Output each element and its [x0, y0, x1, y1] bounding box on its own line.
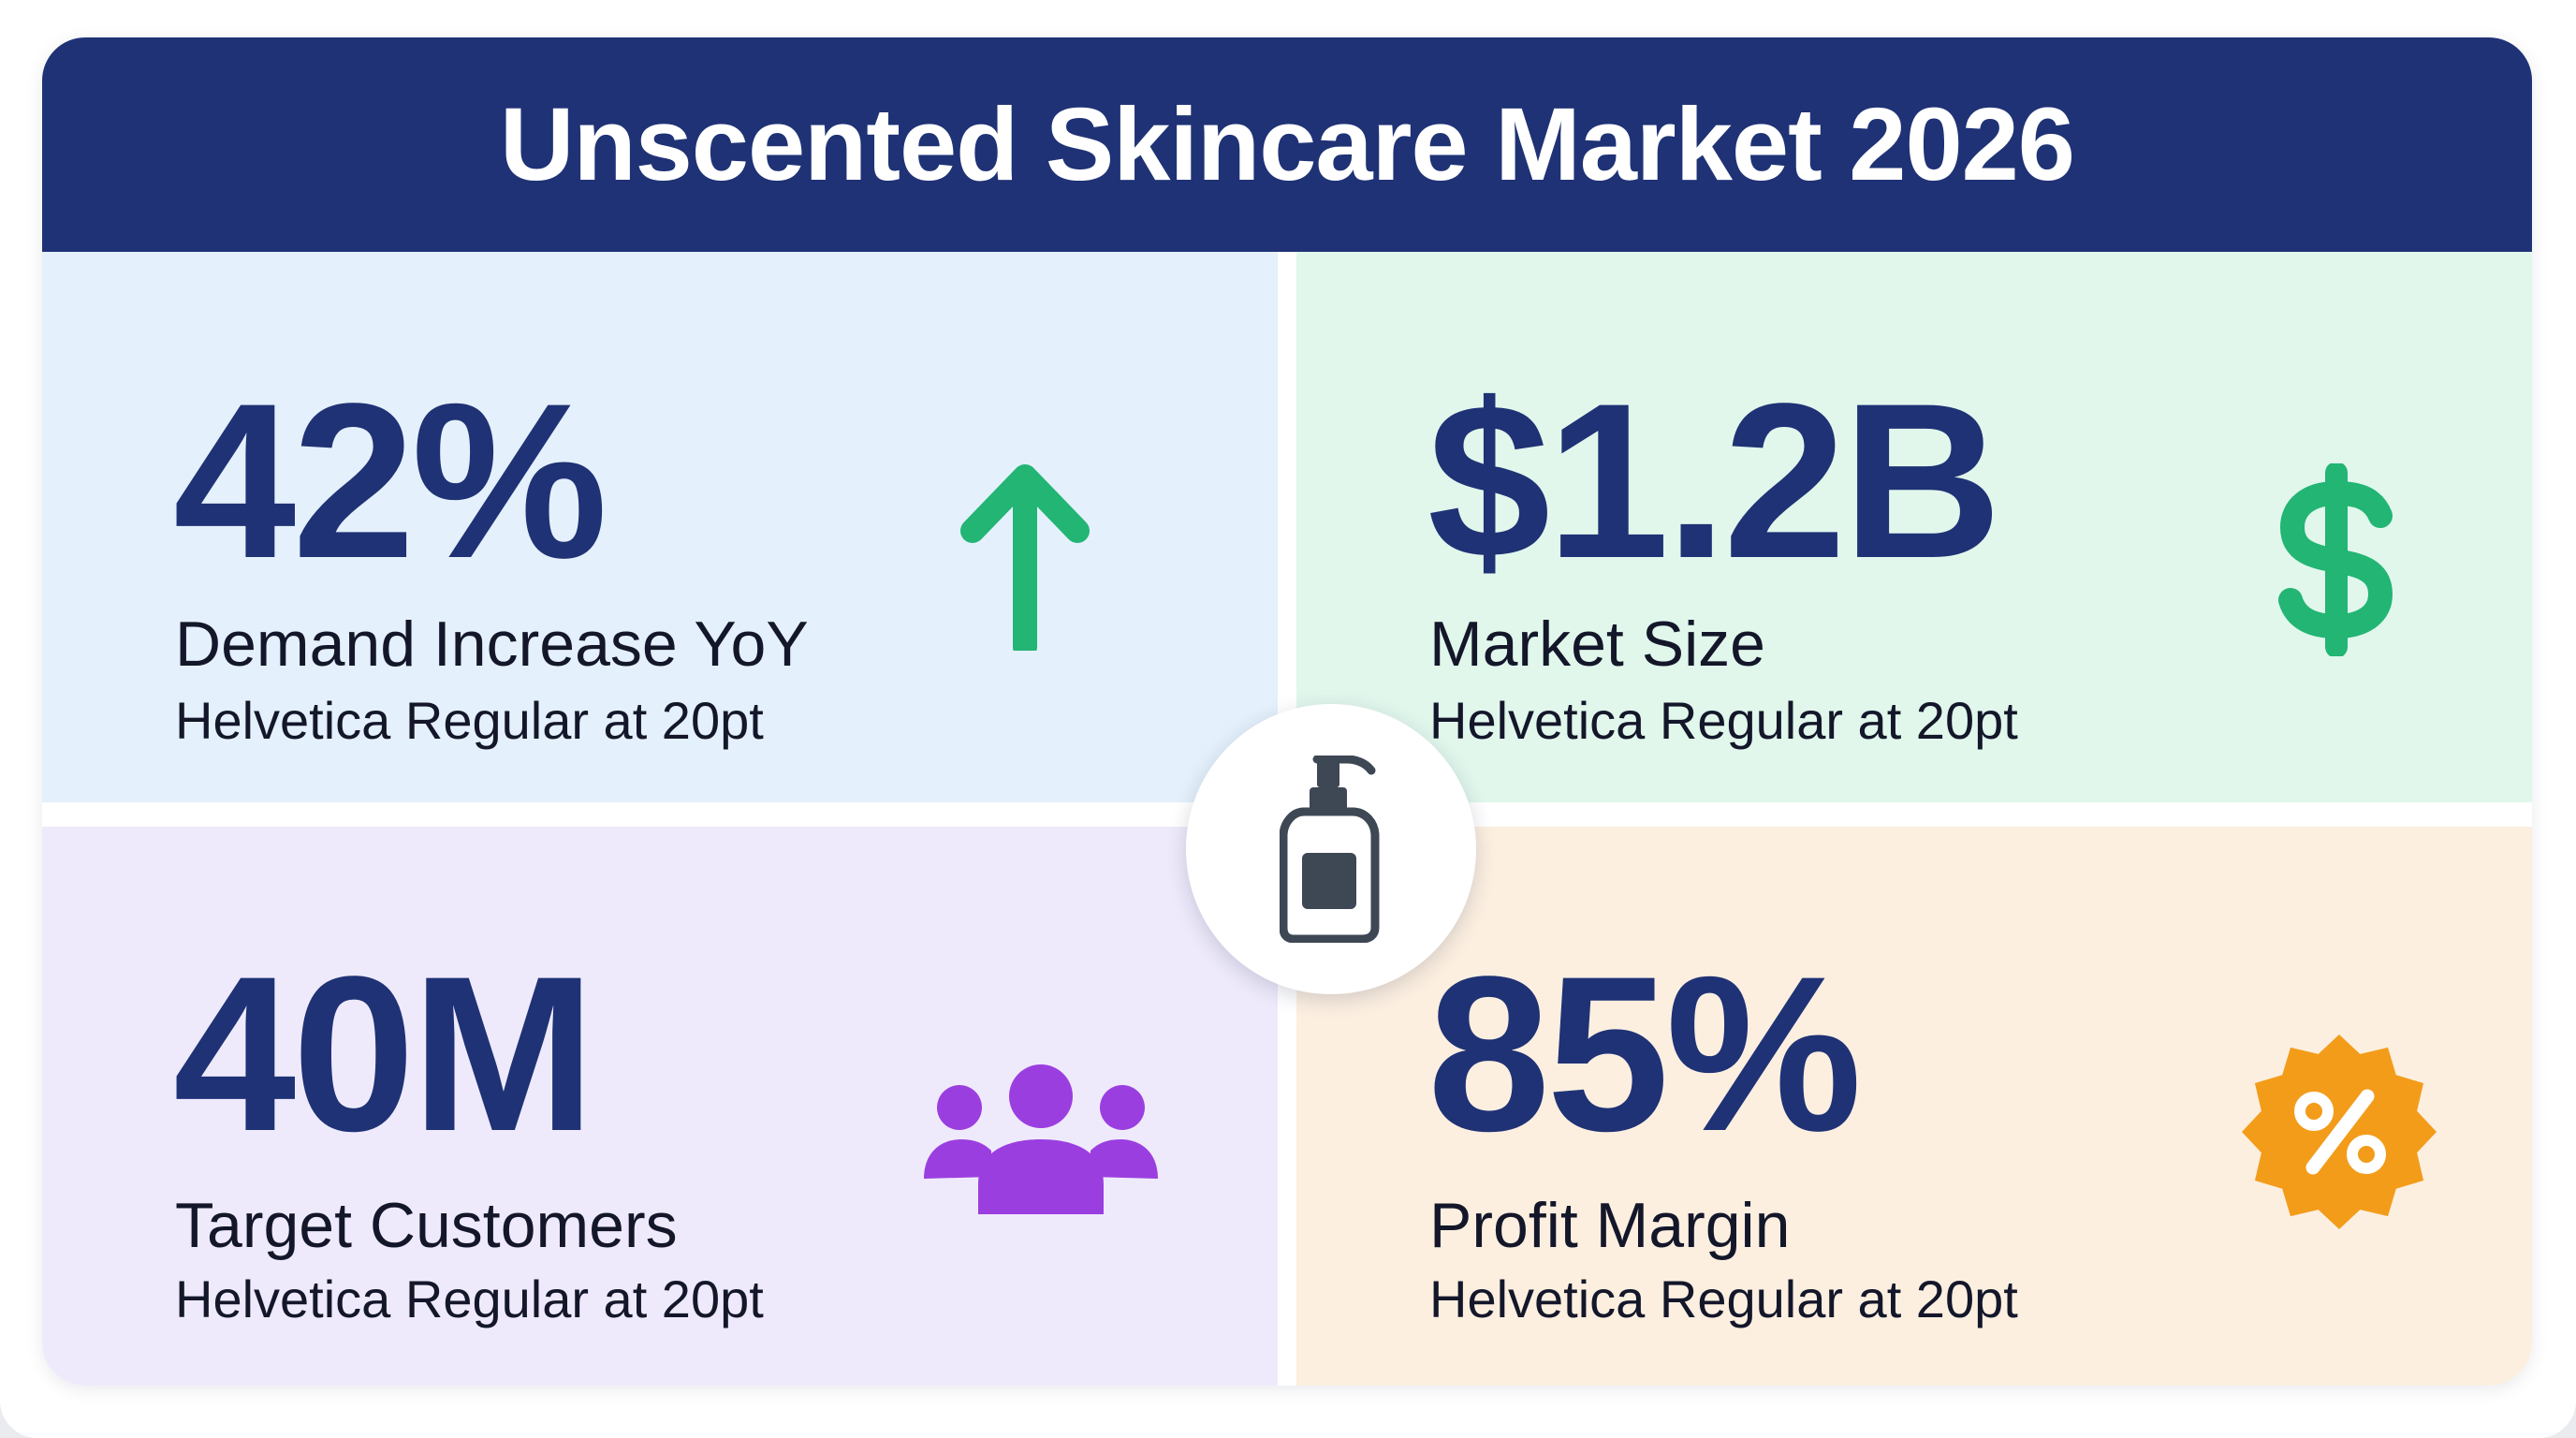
metric-card-target-customers: 40M Target Customers Helvetica Regular a…	[42, 827, 1278, 1386]
metric-value: 85%	[1427, 931, 1862, 1178]
arrow-up-icon	[960, 464, 1090, 651]
metric-value: $1.2B	[1427, 358, 2002, 605]
metric-card-profit-margin: 85% Profit Margin Helvetica Regular at 2…	[1296, 827, 2532, 1386]
lotion-pump-bottle-icon	[1280, 756, 1380, 943]
metric-card-market-size: $1.2B Market Size Helvetica Regular at 2…	[1296, 252, 2532, 802]
infographic-panel: Unscented Skincare Market 2026 42% Deman…	[42, 37, 2532, 1386]
metric-label: Profit Margin	[1429, 1190, 1791, 1261]
metric-label: Market Size	[1429, 609, 1765, 680]
center-product-badge	[1186, 704, 1476, 994]
metric-value: 40M	[173, 931, 595, 1178]
metric-label: Target Customers	[175, 1190, 678, 1261]
page-title: Unscented Skincare Market 2026	[500, 87, 2075, 202]
metric-value: 42%	[173, 358, 607, 605]
dollar-icon	[2278, 463, 2393, 656]
metric-note: Helvetica Regular at 20pt	[1429, 1269, 2018, 1328]
metric-label: Demand Increase YoY	[175, 609, 809, 680]
metric-note: Helvetica Regular at 20pt	[175, 691, 764, 750]
header-bar: Unscented Skincare Market 2026	[42, 37, 2532, 252]
people-group-icon	[924, 1064, 1158, 1214]
metric-note: Helvetica Regular at 20pt	[175, 1269, 764, 1328]
metric-note: Helvetica Regular at 20pt	[1429, 691, 2018, 750]
metric-card-demand-increase: 42% Demand Increase YoY Helvetica Regula…	[42, 252, 1278, 802]
percent-badge-icon	[2242, 1034, 2437, 1229]
